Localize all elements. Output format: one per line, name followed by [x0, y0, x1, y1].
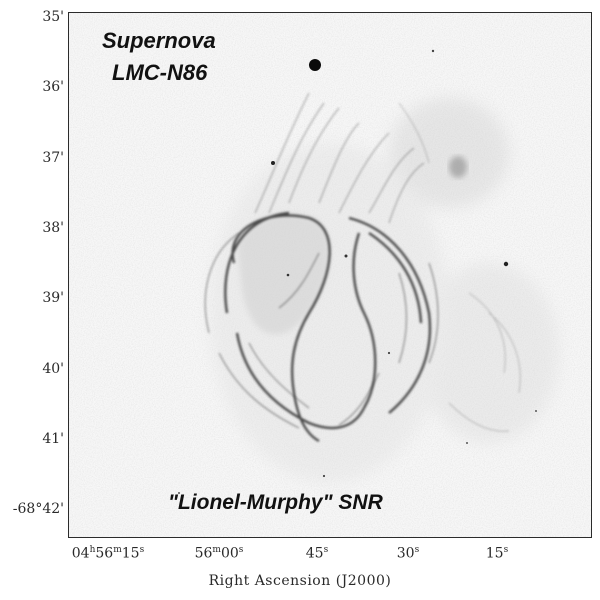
x-tick-label: 56m00s [194, 545, 244, 562]
y-tick-label: 35' [42, 9, 64, 25]
y-tick-label: 36' [42, 79, 64, 95]
title-line-1: Supernova [102, 28, 216, 53]
y-tick-label: -68°42' [12, 501, 64, 517]
title-line-2: LMC-N86 [112, 60, 208, 85]
bright-star [309, 59, 321, 71]
object-label: "Lionel-Murphy" SNR [168, 491, 383, 514]
y-tick-label: 39' [42, 290, 64, 306]
y-tick-label: 40' [42, 361, 64, 377]
x-axis-title: Right Ascension (J2000) [208, 573, 392, 589]
nebula-image [69, 13, 591, 537]
y-tick-label: 37' [42, 150, 64, 166]
nebula-image-panel [68, 12, 592, 538]
x-tick-label: 30s [396, 545, 420, 562]
y-tick-label: 41' [42, 431, 64, 447]
y-tick-label: 38' [42, 220, 64, 236]
x-tick-label: 04h56m15s [71, 545, 145, 562]
x-tick-label: 45s [305, 545, 329, 562]
x-tick-label: 15s [485, 545, 509, 562]
